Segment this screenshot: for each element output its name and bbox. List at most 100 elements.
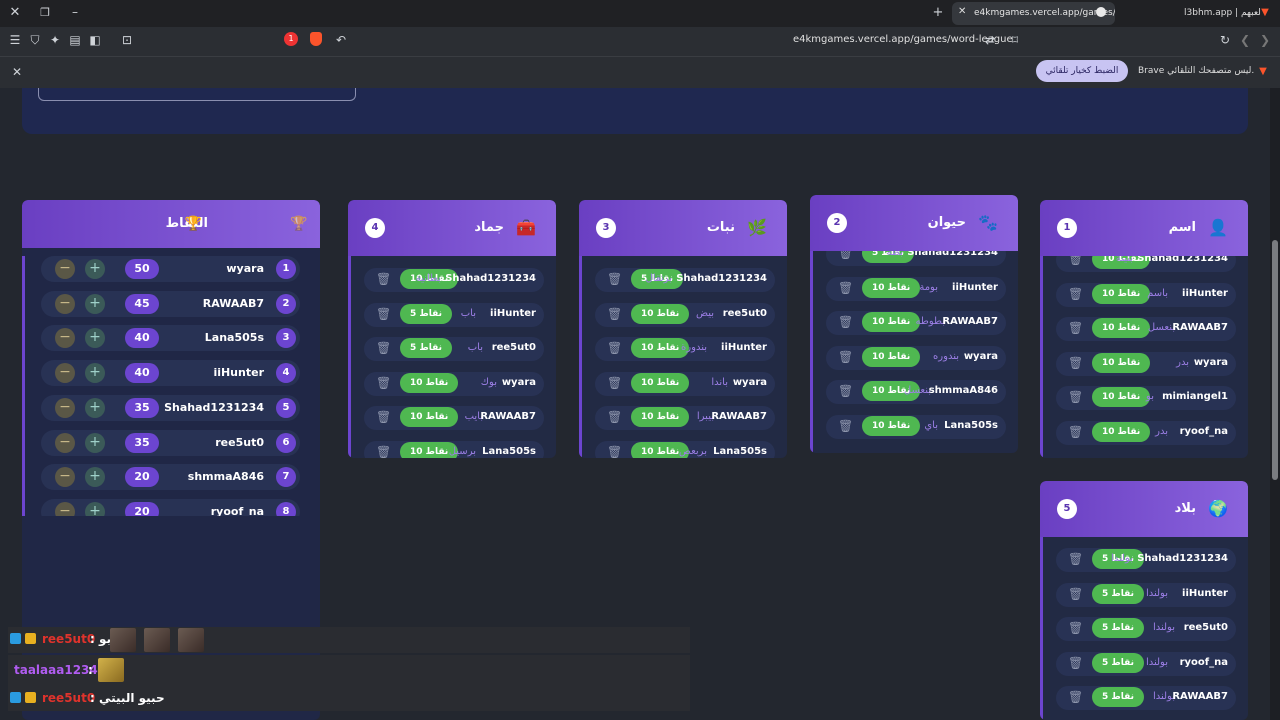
delete-icon[interactable]: 🗑 — [1068, 552, 1084, 566]
points-badge[interactable]: 5 نقاط — [400, 338, 452, 359]
delete-icon[interactable]: 🗑 — [838, 349, 854, 364]
points-badge[interactable]: 10 نقاط — [1092, 387, 1151, 408]
points-badge[interactable]: 10 نقاط — [862, 346, 921, 367]
word-input[interactable] — [38, 88, 356, 101]
tab-close-icon[interactable]: ✕ — [958, 6, 967, 17]
chat-username[interactable]: taalaaa1234 — [14, 663, 98, 677]
points-badge[interactable]: 5 نقاط — [1092, 549, 1144, 569]
back-icon[interactable]: ❮ — [1239, 33, 1251, 47]
delete-icon[interactable]: 🗑 — [1068, 655, 1084, 670]
delete-icon[interactable]: 🗑 — [376, 410, 392, 425]
increase-score-button[interactable]: + — [85, 501, 105, 516]
delete-icon[interactable]: 🗑 — [838, 384, 854, 399]
points-badge[interactable]: 10 نقاط — [862, 416, 921, 436]
points-badge[interactable]: 10 نقاط — [400, 407, 459, 428]
tab-other[interactable]: l3bhm.app | لعبهم — [1184, 8, 1261, 18]
points-badge[interactable]: 10 نقاط — [1092, 352, 1151, 373]
delete-icon[interactable]: 🗑 — [838, 315, 854, 330]
delete-icon[interactable]: 🗑 — [1068, 621, 1084, 636]
decrease-score-button[interactable]: − — [55, 293, 75, 314]
delete-icon[interactable]: 🗑 — [607, 445, 623, 458]
set-default-button[interactable]: الضبط كخيار تلقائي — [1036, 60, 1128, 82]
increase-score-button[interactable]: + — [85, 293, 105, 314]
sidebar-icon[interactable]: ◧ — [89, 33, 101, 47]
delete-icon[interactable]: 🗑 — [376, 375, 392, 390]
decrease-score-button[interactable]: − — [55, 397, 75, 418]
points-badge[interactable]: 5 نقاط — [400, 303, 452, 324]
points-badge[interactable]: 5 نقاط — [631, 269, 683, 289]
increase-score-button[interactable]: + — [85, 328, 105, 349]
delete-icon[interactable]: 🗑 — [838, 280, 854, 295]
points-badge[interactable]: 10 نقاط — [862, 381, 921, 402]
delete-icon[interactable]: 🗑 — [376, 272, 392, 286]
site-settings-icon[interactable]: ⇄ — [984, 33, 996, 47]
address-bar[interactable]: e4kmgames.vercel.app/games/word-league — [793, 34, 1013, 45]
close-window-icon[interactable]: ✕ — [9, 5, 21, 20]
infobar-close-icon[interactable]: ✕ — [11, 65, 23, 79]
delete-icon[interactable]: 🗑 — [1068, 425, 1084, 439]
bookmark-icon[interactable]: ⌑ — [1011, 33, 1019, 47]
points-badge[interactable]: 5 نقاط — [1092, 583, 1144, 604]
decrease-score-button[interactable]: − — [55, 501, 75, 516]
decrease-score-button[interactable]: − — [55, 432, 75, 453]
delete-icon[interactable]: 🗑 — [838, 419, 854, 433]
share-icon[interactable]: ↶ — [335, 33, 347, 47]
chat-username[interactable]: ree5ut0 — [42, 691, 96, 705]
delete-icon[interactable]: 🗑 — [376, 306, 392, 321]
points-badge[interactable]: 10 نقاط — [862, 277, 921, 298]
points-badge[interactable]: 10 نقاط — [862, 312, 921, 333]
chat-username[interactable]: ree5ut0 — [42, 632, 96, 646]
delete-icon[interactable]: 🗑 — [607, 272, 623, 286]
increase-score-button[interactable]: + — [85, 397, 105, 418]
points-badge[interactable]: 10 نقاط — [400, 442, 459, 458]
points-badge[interactable]: 10 نقاط — [1092, 283, 1151, 304]
delete-icon[interactable]: 🗑 — [607, 410, 623, 425]
new-tab-icon[interactable]: + — [932, 5, 944, 20]
delete-icon[interactable]: 🗑 — [607, 306, 623, 321]
restore-window-icon[interactable]: ❐ — [40, 6, 50, 19]
decrease-score-button[interactable]: − — [55, 259, 75, 279]
scrollbar-thumb[interactable] — [1272, 240, 1278, 480]
points-badge[interactable]: 10 نقاط — [400, 269, 459, 289]
delete-icon[interactable]: 🗑 — [376, 341, 392, 356]
points-badge[interactable]: 10 نقاط — [631, 338, 690, 359]
delete-icon[interactable]: 🗑 — [1068, 321, 1084, 336]
menu-icon[interactable]: ☰ — [9, 33, 21, 47]
delete-icon[interactable]: 🗑 — [376, 445, 392, 458]
points-badge[interactable]: 10 نقاط — [631, 372, 690, 393]
brave-shields-icon[interactable] — [310, 32, 322, 46]
points-badge[interactable]: 10 نقاط — [1092, 318, 1151, 339]
shield-icon[interactable]: ⛉ — [30, 33, 40, 47]
increase-score-button[interactable]: + — [85, 363, 105, 384]
delete-icon[interactable]: 🗑 — [607, 341, 623, 356]
minimize-window-icon[interactable]: – — [72, 5, 78, 19]
points-badge[interactable]: 10 نقاط — [400, 372, 459, 393]
increase-score-button[interactable]: + — [85, 467, 105, 488]
decrease-score-button[interactable]: − — [55, 467, 75, 488]
points-badge[interactable]: 5 نقاط — [1092, 652, 1144, 673]
delete-icon[interactable]: 🗑 — [1068, 690, 1084, 705]
reload-icon[interactable]: ↻ — [1219, 33, 1231, 47]
delete-icon[interactable]: 🗑 — [1068, 390, 1084, 405]
extension-icon[interactable]: ✦ — [49, 33, 61, 47]
delete-icon[interactable]: 🗑 — [1068, 355, 1084, 370]
category-icon: 🌿 — [747, 218, 767, 237]
points-badge[interactable]: 10 نقاط — [631, 407, 690, 428]
tab-active[interactable]: e4kmgames.vercel.app/games/w — [952, 2, 1115, 25]
points-badge[interactable]: 10 نقاط — [631, 442, 690, 458]
delete-icon[interactable]: 🗑 — [1068, 286, 1084, 301]
delete-icon[interactable]: 🗑 — [607, 375, 623, 390]
points-badge[interactable]: 10 نقاط — [631, 303, 690, 324]
points-badge[interactable]: 5 نقاط — [1092, 618, 1144, 639]
decrease-score-button[interactable]: − — [55, 328, 75, 349]
tabs-icon[interactable]: ▤ — [69, 33, 81, 47]
points-badge[interactable]: 10 نقاط — [1092, 422, 1151, 442]
screenshot-icon[interactable]: ⊡ — [121, 33, 133, 47]
decrease-score-button[interactable]: − — [55, 363, 75, 384]
increase-score-button[interactable]: + — [85, 259, 105, 279]
delete-icon[interactable]: 🗑 — [1068, 586, 1084, 601]
forward-icon[interactable]: ❯ — [1259, 33, 1271, 47]
increase-score-button[interactable]: + — [85, 432, 105, 453]
points-badge[interactable]: 5 نقاط — [1092, 687, 1144, 708]
shields-count-badge[interactable]: 1 — [284, 32, 298, 46]
